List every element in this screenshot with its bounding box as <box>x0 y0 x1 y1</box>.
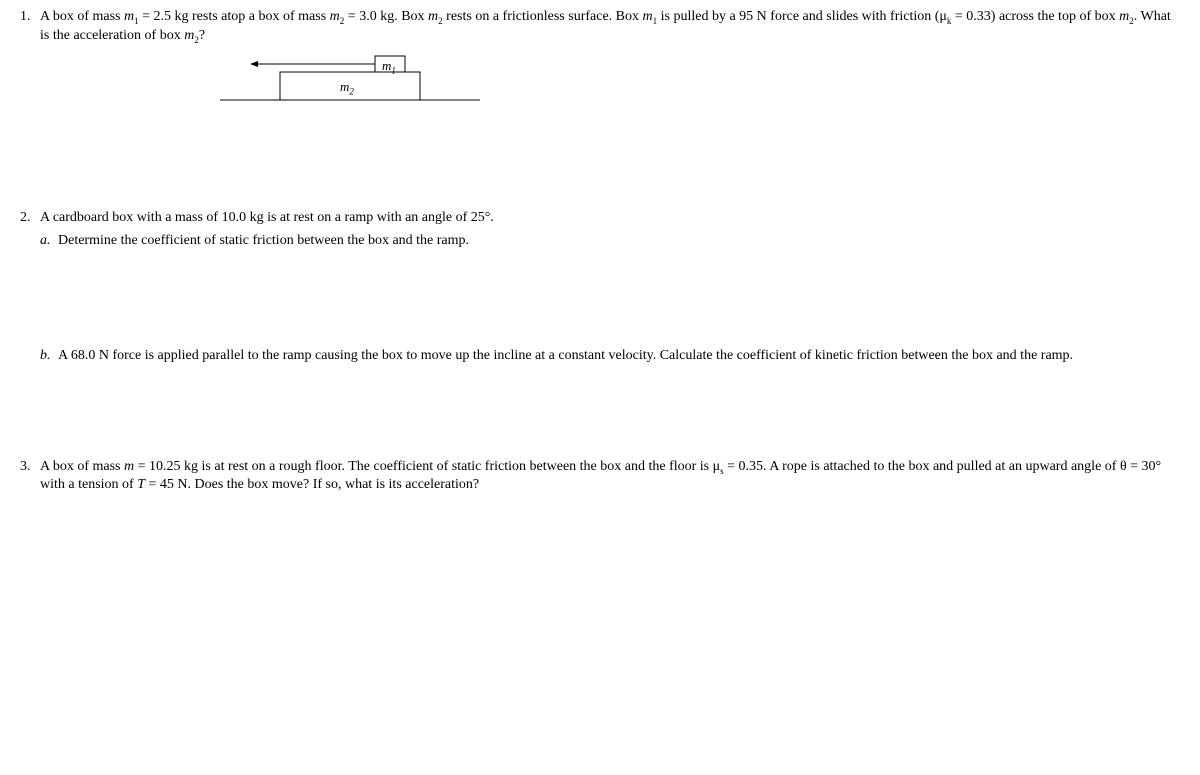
problem-2b-spacer <box>20 343 40 366</box>
problem-2a-text: Determine the coefficient of static fric… <box>58 232 1180 251</box>
problem-1: 1. A box of mass m1 = 2.5 kg rests atop … <box>20 8 1180 109</box>
m1-label: m1 <box>382 57 396 77</box>
problem-2b-text: A 68.0 N force is applied parallel to th… <box>58 347 1180 366</box>
problem-2b-row: b. A 68.0 N force is applied parallel to… <box>20 343 1180 366</box>
problem-2a-label: a. <box>40 232 58 251</box>
problem-1-text: 1. A box of mass m1 = 2.5 kg rests atop … <box>20 8 1180 46</box>
problem-3-number: 3. <box>20 458 40 496</box>
problem-1-diagram: m1 m2 <box>220 54 480 109</box>
problem-2b-body: b. A 68.0 N force is applied parallel to… <box>40 343 1180 366</box>
problem-2: 2. A cardboard box with a mass of 10.0 k… <box>20 209 1180 251</box>
problem-3-text: 3. A box of mass m = 10.25 kg is at rest… <box>20 458 1180 496</box>
problem-3: 3. A box of mass m = 10.25 kg is at rest… <box>20 458 1180 496</box>
problem-2b: b. A 68.0 N force is applied parallel to… <box>40 347 1180 366</box>
problem-1-number: 1. <box>20 8 40 46</box>
spacer <box>20 251 1180 343</box>
problem-2-intro: 2. A cardboard box with a mass of 10.0 k… <box>20 209 1180 251</box>
problem-2-intro-text: A cardboard box with a mass of 10.0 kg i… <box>40 209 1180 228</box>
problem-2-number: 2. <box>20 209 40 251</box>
problem-3-body: A box of mass m = 10.25 kg is at rest on… <box>40 458 1180 496</box>
spacer <box>20 109 1180 209</box>
force-arrow-head <box>250 61 258 67</box>
problem-2b-block: b. A 68.0 N force is applied parallel to… <box>20 343 1180 366</box>
problem-2a: a. Determine the coefficient of static f… <box>40 232 1180 251</box>
problem-2-body: A cardboard box with a mass of 10.0 kg i… <box>40 209 1180 251</box>
problem-1-body: A box of mass m1 = 2.5 kg rests atop a b… <box>40 8 1180 46</box>
spacer <box>20 366 1180 458</box>
m2-label: m2 <box>340 78 354 98</box>
problem-2b-label: b. <box>40 347 58 366</box>
